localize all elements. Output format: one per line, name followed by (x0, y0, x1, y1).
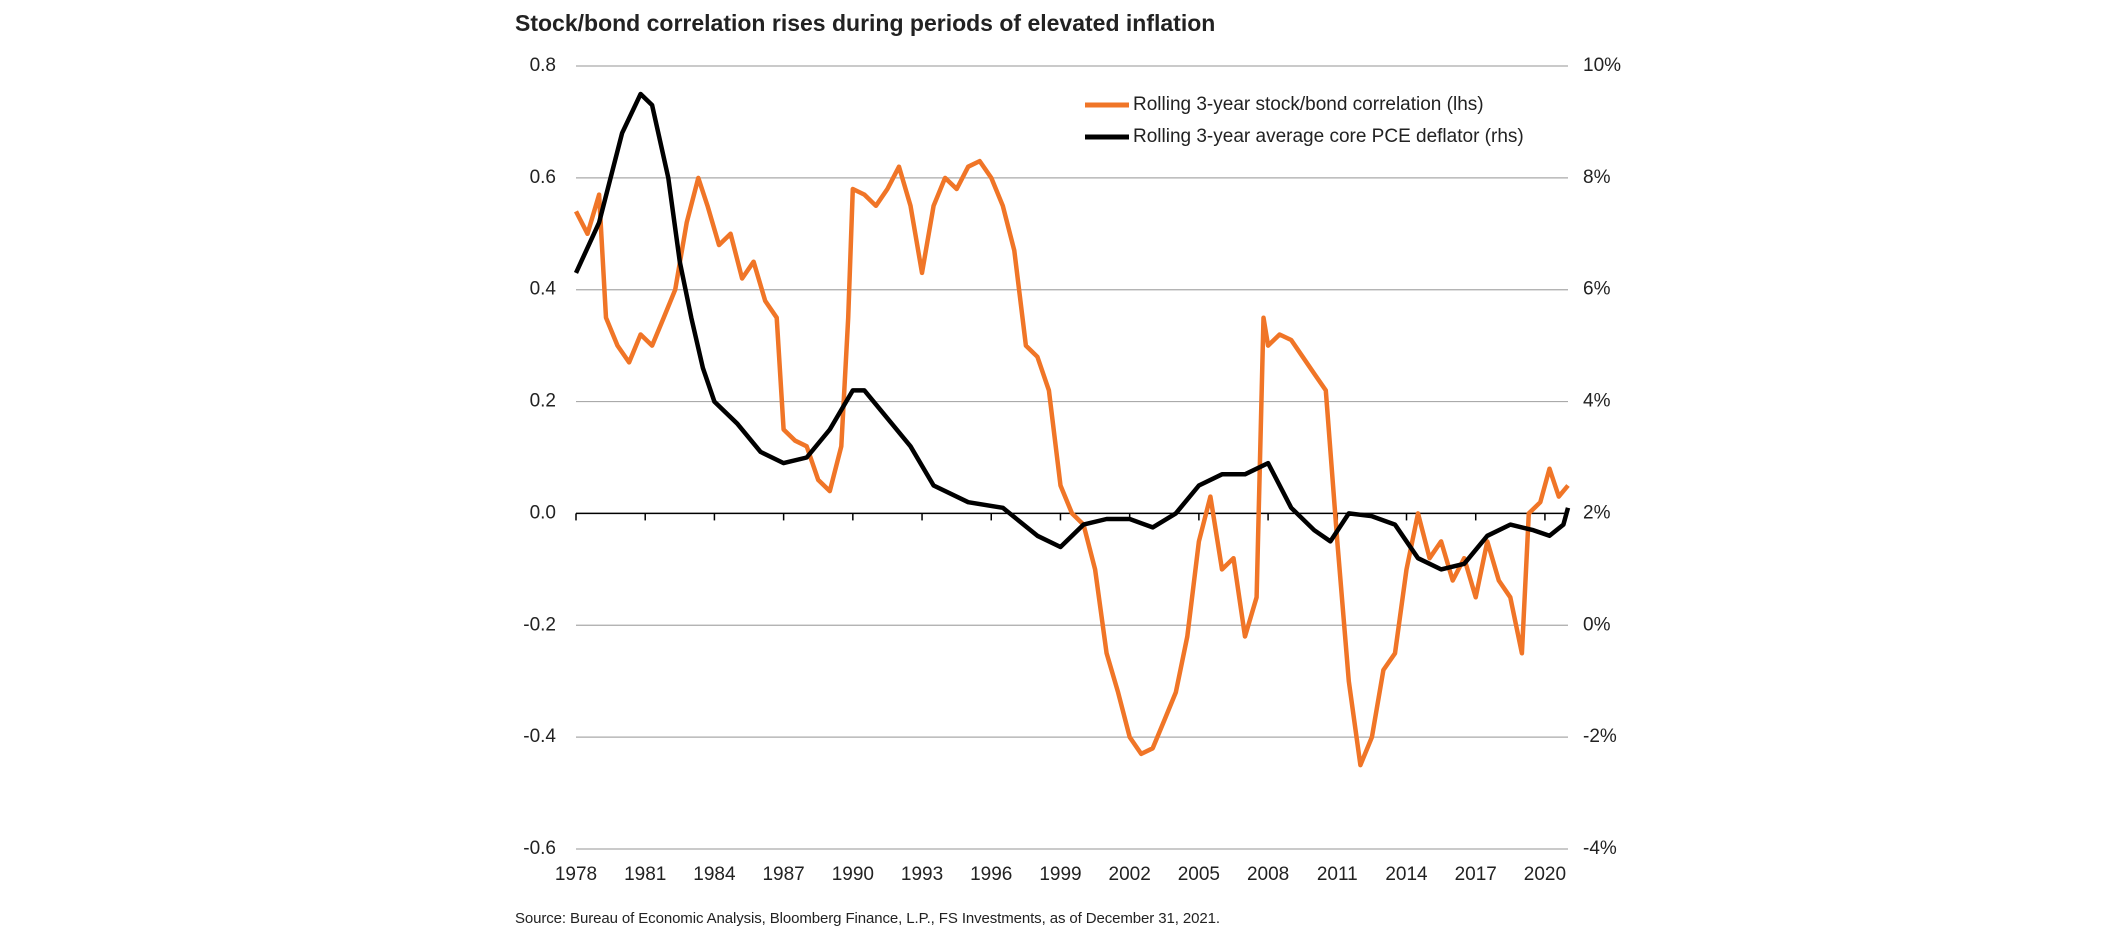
y2-tick-label: -4% (1583, 838, 1617, 859)
x-tick-label: 1996 (970, 864, 1012, 885)
legend-label: Rolling 3-year stock/bond correlation (l… (1133, 94, 1484, 115)
series-line (573, 91, 1571, 572)
x-tick-label: 1990 (832, 864, 874, 885)
y2-tick-label: 8% (1583, 167, 1611, 188)
x-tick-label: 1993 (901, 864, 943, 885)
y-tick-label: 0.0 (530, 502, 556, 523)
y-tick-label: 0.6 (530, 167, 556, 188)
source-note: Source: Bureau of Economic Analysis, Blo… (515, 910, 1220, 927)
x-tick-label: 1981 (624, 864, 666, 885)
y2-tick-label: 4% (1583, 391, 1611, 412)
x-tick-label: 2011 (1317, 864, 1358, 885)
x-tick-label: 2014 (1385, 864, 1428, 885)
y-tick-label: 0.2 (530, 391, 556, 412)
series-line (573, 158, 1570, 768)
y2-tick-label: 10% (1583, 55, 1621, 76)
legend-label: Rolling 3-year average core PCE deflator… (1133, 126, 1524, 147)
y-tick-label: -0.6 (523, 838, 556, 859)
x-tick-label: 2017 (1455, 864, 1497, 885)
y-tick-label: 0.4 (530, 279, 557, 300)
y-tick-label: -0.4 (523, 726, 556, 747)
x-tick-label: 2002 (1109, 864, 1151, 885)
x-tick-label: 2005 (1178, 864, 1220, 885)
y2-tick-label: 0% (1583, 614, 1611, 635)
x-tick-label: 1987 (762, 864, 804, 885)
y-tick-label: 0.8 (530, 55, 556, 76)
y2-tick-label: 6% (1583, 279, 1611, 300)
x-tick-label: 1999 (1039, 864, 1081, 885)
y2-tick-label: -2% (1583, 726, 1617, 747)
x-tick-label: 1978 (555, 864, 597, 885)
y-tick-label: -0.2 (523, 614, 556, 635)
chart-title: Stock/bond correlation rises during peri… (515, 10, 1215, 36)
y2-tick-label: 2% (1583, 502, 1611, 523)
x-tick-label: 1984 (693, 864, 736, 885)
x-tick-label: 2020 (1524, 864, 1566, 885)
x-tick-label: 2008 (1247, 864, 1289, 885)
